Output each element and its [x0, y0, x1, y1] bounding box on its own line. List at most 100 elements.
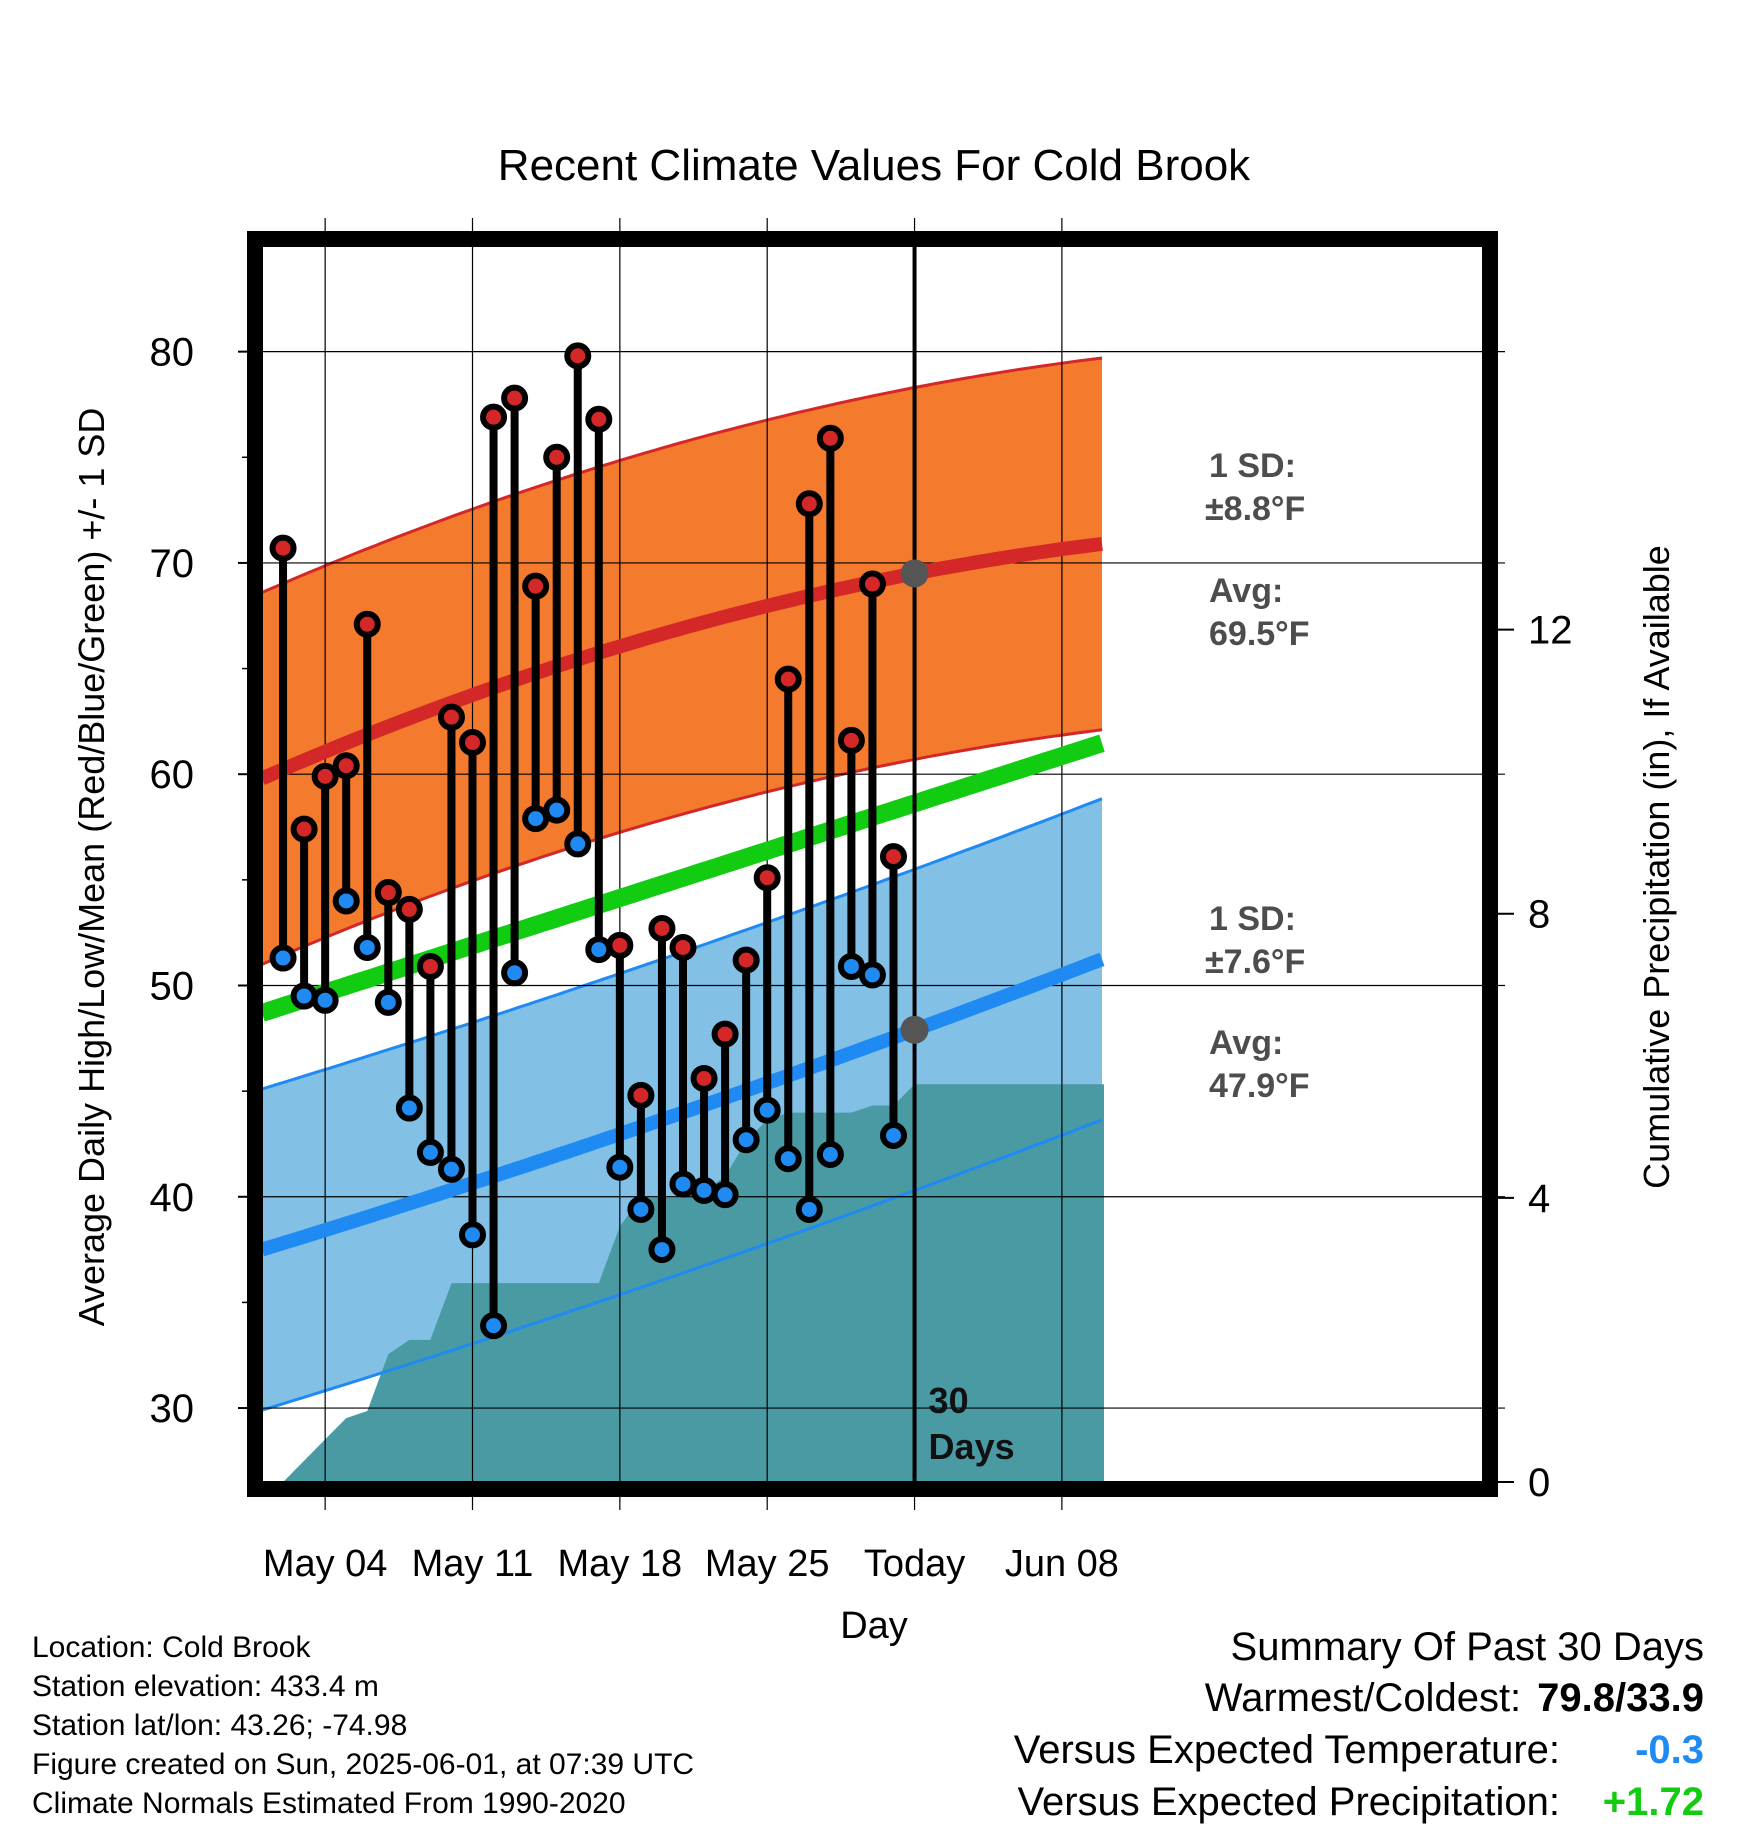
high-dot-14 [543, 443, 571, 471]
plot-frame [247, 231, 1498, 1497]
high-dot-1 [269, 534, 297, 562]
high-dot-30 [880, 843, 907, 871]
low-dot-6 [374, 988, 402, 1016]
normal-high-line [259, 536, 1103, 785]
precip-label: Versus Expected Precipitation: [1017, 1780, 1560, 1824]
high-sd-value: ±8.8°F [1205, 490, 1305, 528]
y2-tick-label-0: 0 [1528, 1461, 1550, 1505]
normal-mean-line [259, 734, 1105, 1022]
warmest-label: Warmest/Coldest: [1204, 1676, 1522, 1720]
plot-area: 30 40 50 60 70 80 0 4 8 12 May 04 May 11 May 18 May 2… [150, 218, 1573, 1585]
warmest-value: 79.8/33.9 [1537, 1676, 1704, 1720]
low-dot-11 [480, 1312, 508, 1340]
high-dot-9 [437, 703, 465, 731]
high-dot-2 [290, 815, 318, 843]
low-sd-value: ±7.6°F [1205, 943, 1305, 981]
high-band-upper [261, 356, 1103, 594]
high-dot-26 [795, 490, 823, 518]
low-avg-label: Avg: [1209, 1024, 1283, 1062]
temp-value: -0.3 [1635, 1728, 1704, 1772]
high-dot-4 [332, 752, 360, 780]
high-dot-10 [459, 729, 486, 757]
y2-tick-label-8: 8 [1528, 893, 1550, 937]
high-dot-28 [837, 726, 865, 754]
low-dot-27 [816, 1141, 844, 1169]
low-sd-label: 1 SD: [1209, 900, 1296, 938]
temp-label: Versus Expected Temperature: [1013, 1728, 1560, 1772]
normals-text: Climate Normals Estimated From 1990-2020 [32, 1787, 626, 1820]
y2-tick-label-12: 12 [1528, 609, 1573, 653]
high-dot-19 [648, 914, 676, 942]
low-dot-10 [459, 1221, 486, 1249]
y-axis-right-label: Cumulative Precipitation (in), If Availa… [1636, 545, 1677, 1189]
high-dot-13 [522, 572, 550, 600]
low-dot-23 [732, 1126, 760, 1154]
high-dot-7 [395, 895, 423, 923]
station-info: Location: Cold Brook Station elevation: … [32, 1628, 694, 1823]
latlon-text: Station lat/lon: 43.26; -74.98 [32, 1709, 408, 1742]
high-dot-6 [374, 879, 402, 907]
today-days-label: 30 Days [929, 1380, 1015, 1467]
elevation-text: Station elevation: 433.4 m [32, 1670, 379, 1703]
low-dot-14 [543, 796, 571, 824]
low-dot-26 [795, 1195, 823, 1223]
high-dot-15 [564, 342, 592, 370]
temp-row: Versus Expected Temperature: -0.3 [1014, 1724, 1704, 1776]
high-dot-25 [774, 665, 802, 693]
high-dot-27 [816, 424, 844, 452]
high-dot-17 [606, 931, 634, 959]
low-dot-12 [501, 959, 529, 987]
low-dot-2 [290, 982, 318, 1010]
x-tick-label-4: Today [864, 1543, 965, 1585]
high-dot-20 [669, 933, 697, 961]
x-axis-label: Day [840, 1605, 908, 1647]
low-dot-22 [711, 1181, 739, 1209]
normal-annotations: 1 SD: ±8.8°F Avg: 69.5°F 1 SD: ±7.6°F Av… [1205, 447, 1310, 1105]
x-tick-label-5: Jun 08 [1005, 1543, 1119, 1585]
y-tick-label-60: 60 [150, 753, 195, 797]
today-label-line-2: Days [929, 1426, 1015, 1467]
y-tick-label-70: 70 [150, 542, 195, 586]
low-avg-value: 47.9°F [1209, 1067, 1310, 1105]
x-tick-label-0: May 04 [263, 1543, 388, 1585]
x-tick-label-1: May 11 [412, 1543, 534, 1585]
y2-tick-label-4: 4 [1528, 1177, 1550, 1221]
low-avg-marker [900, 1015, 929, 1044]
low-dot-5 [353, 933, 381, 961]
low-dot-8 [416, 1138, 444, 1166]
warmest-row: Warmest/Coldest: 79.8/33.9 [1014, 1672, 1704, 1724]
low-dot-13 [522, 805, 550, 833]
today-label-line-1: 30 [929, 1380, 969, 1421]
summary-panel: Summary Of Past 30 Days Warmest/Coldest:… [1014, 1622, 1704, 1828]
y-tick-label-80: 80 [150, 331, 195, 375]
low-dot-30 [880, 1121, 907, 1149]
x-tick-label-3: May 25 [705, 1543, 830, 1585]
high-dot-11 [480, 403, 508, 431]
low-dot-7 [395, 1094, 423, 1122]
x-tick-label-2: May 18 [558, 1543, 683, 1585]
high-avg-label: Avg: [1209, 572, 1283, 610]
low-dot-18 [627, 1195, 655, 1223]
high-dot-22 [711, 1020, 739, 1048]
summary-title: Summary Of Past 30 Days [1230, 1625, 1704, 1669]
y-axis-left-label: Average Daily High/Low/Mean (Red/Blue/Gr… [71, 408, 112, 1327]
high-dot-16 [585, 405, 613, 433]
high-dot-18 [627, 1081, 655, 1109]
chart-title: Recent Climate Values For Cold Brook [498, 141, 1251, 190]
low-dot-28 [837, 952, 865, 980]
low-dot-9 [437, 1155, 465, 1183]
low-dot-25 [774, 1145, 802, 1173]
low-band-lower [261, 1118, 1103, 1412]
low-dot-29 [858, 961, 886, 989]
high-dot-29 [858, 570, 886, 598]
high-sd-label: 1 SD: [1209, 447, 1296, 485]
low-dot-21 [690, 1176, 718, 1204]
low-dot-4 [332, 887, 360, 915]
high-dot-3 [311, 762, 339, 790]
high-avg-value: 69.5°F [1209, 615, 1310, 653]
low-dot-15 [564, 830, 592, 858]
precip-area [283, 1084, 1105, 1482]
y-tick-label-30: 30 [150, 1387, 195, 1431]
y-tick-label-50: 50 [150, 964, 195, 1008]
